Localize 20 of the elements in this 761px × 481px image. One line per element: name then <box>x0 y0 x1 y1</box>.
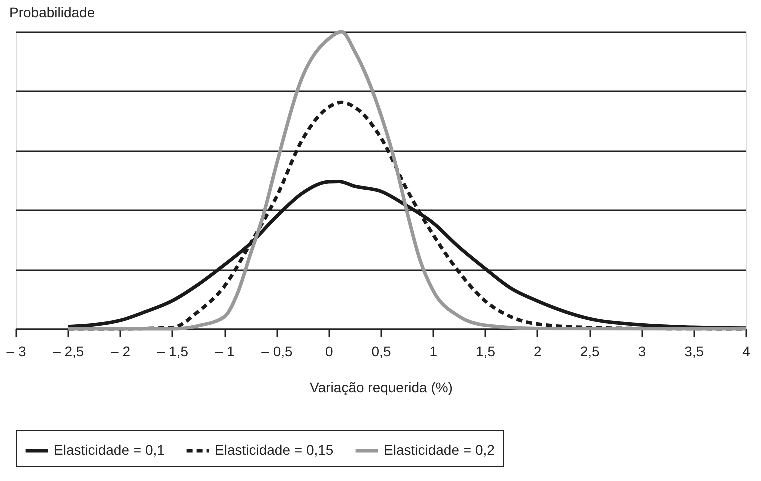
x-tick-label: 1 <box>430 344 438 360</box>
x-tick-label: – 0,5 <box>262 344 293 360</box>
x-tick-label: – 3 <box>6 344 26 360</box>
x-tick-label: – 1,5 <box>157 344 189 360</box>
x-tick-label: 0 <box>325 344 334 360</box>
x-tick-label: 0,5 <box>372 344 392 360</box>
legend-label: Elasticidade = 0,15 <box>215 442 334 458</box>
y-axis-title: Probabilidade <box>10 4 96 20</box>
legend-label: Elasticidade = 0,2 <box>384 442 496 458</box>
x-tick-label: 3,5 <box>684 344 704 360</box>
x-tick-label: 2,5 <box>580 344 600 360</box>
x-tick-label: – 2,5 <box>53 344 84 360</box>
x-tick-label: 1,5 <box>476 344 496 360</box>
x-axis-title: Variação requerida (%) <box>310 380 453 396</box>
x-tick-label: 3 <box>638 344 646 360</box>
x-tick-label: – 1 <box>215 344 236 360</box>
legend-label: Elasticidade = 0,1 <box>54 442 166 458</box>
x-tick-label: – 2 <box>111 344 131 360</box>
x-tick-label: 2 <box>534 344 542 360</box>
x-tick-label: 4 <box>742 344 751 360</box>
